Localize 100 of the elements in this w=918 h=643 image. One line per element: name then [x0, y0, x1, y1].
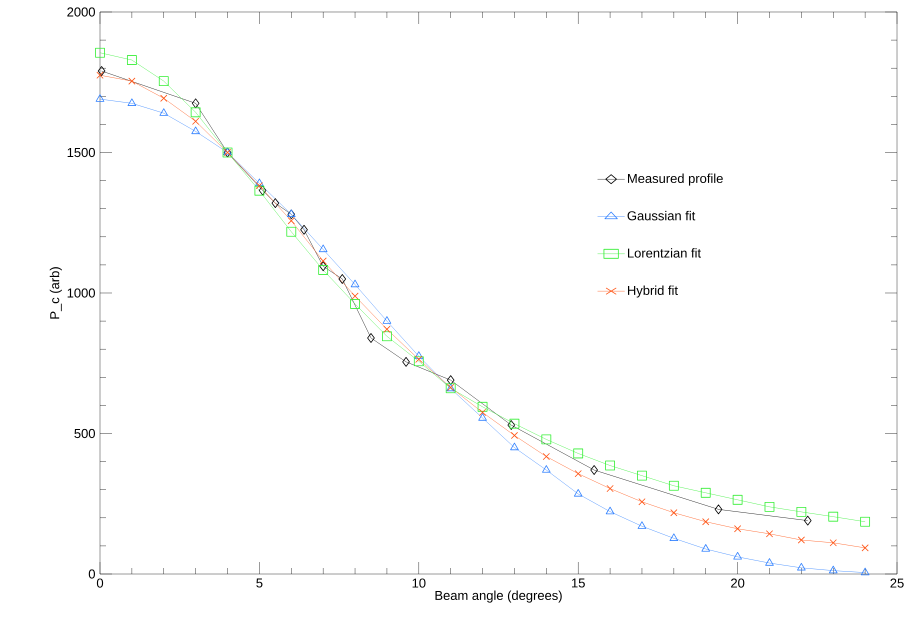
- point: [510, 418, 520, 429]
- point: [542, 452, 550, 460]
- point: [733, 552, 742, 560]
- point: [256, 182, 263, 190]
- point: [286, 226, 296, 237]
- point: [860, 568, 870, 576]
- point: [638, 521, 646, 529]
- point: [128, 98, 136, 106]
- point: [192, 118, 200, 125]
- x-tick-label: 20: [731, 578, 744, 588]
- point: [830, 539, 837, 546]
- point: [510, 432, 518, 440]
- point: [478, 413, 487, 421]
- point: [415, 356, 422, 363]
- point: [510, 442, 519, 450]
- point: [338, 274, 346, 284]
- point: [606, 506, 614, 514]
- point: [573, 448, 584, 458]
- x-tick-label: 10: [412, 578, 426, 588]
- point: [318, 265, 328, 275]
- point: [382, 331, 392, 342]
- point: [446, 375, 454, 386]
- point: [258, 186, 266, 196]
- x-tick-label: 25: [890, 578, 904, 588]
- point: [367, 333, 375, 343]
- point: [670, 533, 678, 541]
- point: [382, 316, 392, 324]
- y-axis-title: P_c (arb): [50, 267, 62, 319]
- point: [766, 530, 774, 538]
- point: [96, 72, 104, 79]
- point: [605, 460, 615, 470]
- x-axis-title: Beam angle (degrees): [435, 590, 562, 603]
- legend-label: Gaussian fit: [628, 210, 696, 220]
- point: [638, 498, 646, 506]
- x-tick-label: 15: [572, 578, 585, 588]
- point: [478, 408, 486, 416]
- point: [414, 351, 424, 359]
- point: [96, 94, 104, 102]
- point: [383, 326, 391, 333]
- point: [797, 562, 806, 570]
- point: [160, 94, 168, 102]
- point: [541, 434, 552, 444]
- point: [402, 356, 410, 367]
- point: [159, 108, 168, 116]
- point: [300, 224, 308, 235]
- point: [320, 257, 327, 265]
- point: [478, 402, 488, 412]
- point: [714, 504, 722, 514]
- point: [191, 126, 200, 134]
- point: [351, 292, 359, 300]
- point: [350, 299, 360, 309]
- point: [796, 507, 806, 517]
- point: [286, 209, 296, 217]
- point: [98, 66, 106, 76]
- point: [670, 509, 678, 516]
- point: [272, 198, 280, 208]
- point: [126, 55, 137, 65]
- point: [862, 544, 869, 552]
- point: [700, 488, 711, 498]
- y-tick-label: 1000: [68, 288, 95, 298]
- point: [507, 420, 516, 430]
- point: [798, 536, 805, 544]
- point: [288, 217, 295, 224]
- point: [574, 470, 582, 478]
- point: [732, 494, 743, 505]
- y-tick-label: 2000: [67, 7, 95, 17]
- point: [318, 244, 328, 252]
- point: [190, 107, 201, 118]
- point: [192, 98, 200, 108]
- point: [860, 516, 870, 527]
- point: [542, 465, 551, 473]
- point: [128, 78, 136, 85]
- point: [158, 76, 169, 86]
- point: [414, 356, 424, 366]
- y-tick-label: 500: [74, 428, 95, 438]
- point: [350, 280, 360, 288]
- point: [95, 48, 105, 58]
- legend-label: Hybrid fit: [628, 285, 678, 298]
- point: [734, 525, 742, 532]
- y-tick-label: 0: [88, 569, 95, 579]
- x-tick-label: 5: [256, 578, 262, 588]
- legend-label: Measured profile: [628, 174, 723, 186]
- y-tick-label: 1500: [68, 148, 95, 158]
- point: [590, 465, 598, 475]
- point: [765, 558, 774, 566]
- point: [574, 489, 582, 497]
- x-tick-label: 0: [96, 578, 104, 588]
- point: [255, 178, 264, 186]
- legend-label: Lorentzian fit: [628, 248, 701, 258]
- point: [254, 186, 264, 196]
- point: [606, 484, 614, 492]
- point: [701, 544, 710, 552]
- point: [828, 566, 838, 574]
- point: [288, 209, 296, 220]
- point: [702, 518, 710, 526]
- point: [319, 261, 327, 272]
- point: [804, 516, 812, 526]
- point: [828, 512, 838, 522]
- point: [764, 502, 774, 512]
- point: [668, 480, 679, 491]
